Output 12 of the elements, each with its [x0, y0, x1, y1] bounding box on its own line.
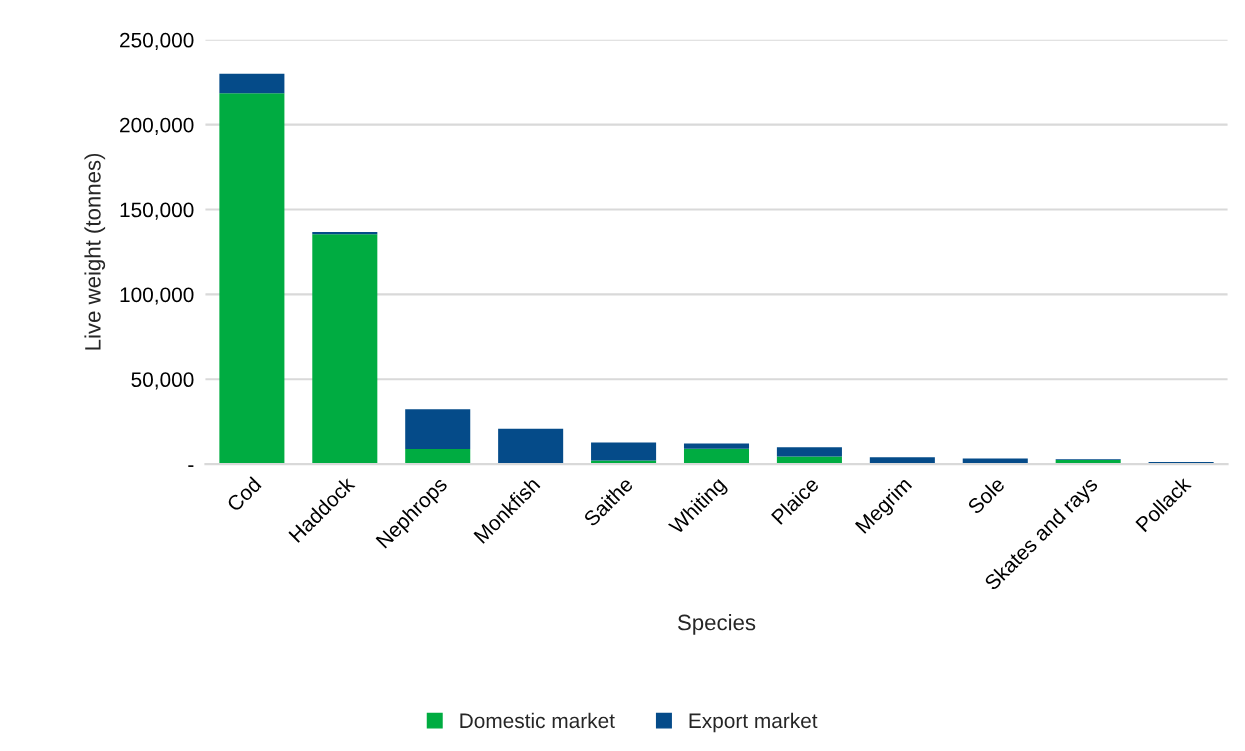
y-tick-label: 200,000 [120, 117, 194, 135]
y-tick-label: - [188, 465, 194, 467]
x-tick-label: Cod [225, 476, 262, 513]
y-tick-label: 50,000 [131, 372, 194, 390]
y-tick-label: 150,000 [120, 202, 194, 220]
legend-label: Export market [689, 712, 818, 733]
y-tick-label: 100,000 [120, 287, 194, 305]
y-axis-title: Live weight (tonnes) [84, 153, 106, 350]
legend-label: Domestic market [460, 712, 615, 729]
x-tick-label: Sole [966, 475, 1006, 515]
x-axis-title: Species [677, 614, 756, 635]
y-tick-label: 250,000 [120, 32, 194, 51]
